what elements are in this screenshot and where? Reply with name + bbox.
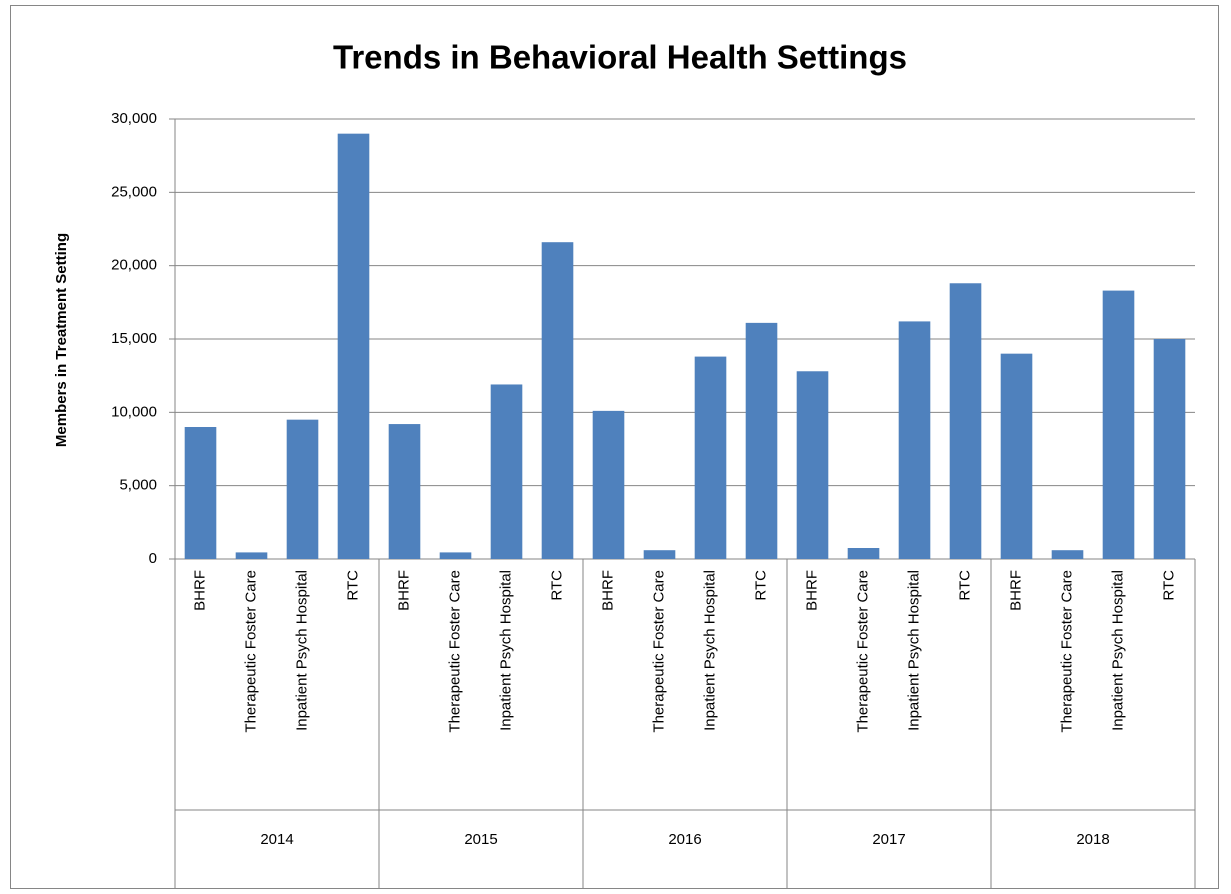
y-axis-label: Members in Treatment Setting	[53, 233, 70, 447]
x-tick-label: Therapeutic Foster Care	[854, 570, 871, 733]
x-tick-label: Therapeutic Foster Care	[650, 570, 667, 733]
group-label: 2016	[668, 831, 701, 848]
group-label: 2015	[464, 831, 497, 848]
group-label: 2018	[1076, 831, 1109, 848]
x-tick-label: Inpatient Psych Hospital	[701, 570, 718, 731]
bar	[184, 427, 217, 559]
bar	[745, 322, 778, 559]
x-tick-label: BHRF	[599, 570, 616, 611]
bar	[898, 321, 931, 559]
x-tick-label: RTC	[548, 570, 565, 601]
x-tick-label: Inpatient Psych Hospital	[497, 570, 514, 731]
y-tick-label: 0	[149, 550, 157, 567]
x-tick-label: BHRF	[395, 570, 412, 611]
x-tick-label: Therapeutic Foster Care	[242, 570, 259, 733]
bar	[592, 410, 625, 559]
bar	[1153, 339, 1186, 559]
bar	[286, 419, 319, 559]
bar	[847, 548, 880, 559]
y-tick-label: 20,000	[111, 257, 157, 274]
x-tick-label: Therapeutic Foster Care	[446, 570, 463, 733]
bar	[796, 371, 829, 559]
x-tick-label: Inpatient Psych Hospital	[1109, 570, 1126, 731]
bar	[439, 552, 472, 559]
x-tick-label: RTC	[956, 570, 973, 601]
bar	[1000, 353, 1033, 559]
x-tick-label: Therapeutic Foster Care	[1058, 570, 1075, 733]
bar	[694, 356, 727, 559]
x-tick-label: RTC	[344, 570, 361, 601]
x-tick-label: RTC	[752, 570, 769, 601]
y-tick-label: 30,000	[111, 110, 157, 127]
x-tick-label: BHRF	[803, 570, 820, 611]
y-tick-label: 15,000	[111, 330, 157, 347]
x-tick-label: Inpatient Psych Hospital	[905, 570, 922, 731]
x-tick-label: RTC	[1160, 570, 1177, 601]
bar	[949, 283, 982, 559]
bar	[337, 133, 370, 559]
y-tick-label: 5,000	[119, 477, 157, 494]
bar	[1051, 550, 1084, 559]
y-tick-label: 25,000	[111, 183, 157, 200]
group-label: 2014	[260, 831, 293, 848]
y-tick-label: 10,000	[111, 403, 157, 420]
bar	[643, 550, 676, 559]
x-tick-label: Inpatient Psych Hospital	[293, 570, 310, 731]
group-label: 2017	[872, 831, 905, 848]
x-tick-label: BHRF	[1007, 570, 1024, 611]
bar	[490, 384, 523, 559]
bar	[1102, 290, 1135, 559]
x-tick-label: BHRF	[191, 570, 208, 611]
bar	[235, 552, 268, 559]
bar	[388, 424, 421, 559]
chart-title: Trends in Behavioral Health Settings	[333, 39, 907, 76]
bar	[541, 242, 574, 559]
